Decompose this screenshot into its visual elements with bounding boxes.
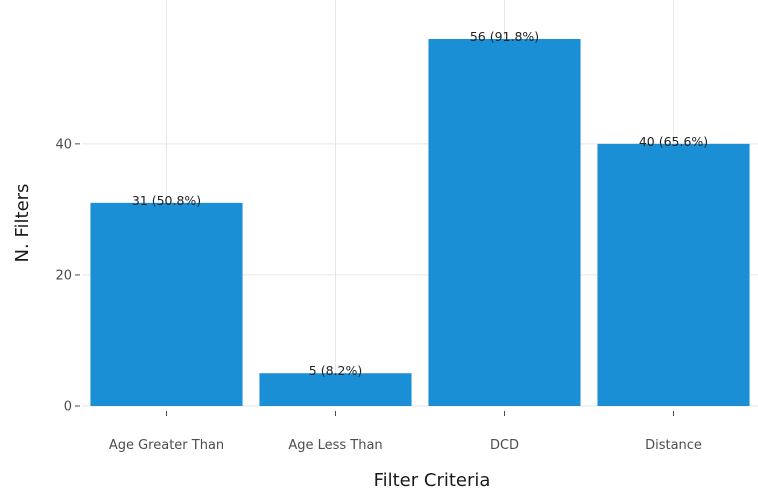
bar: [90, 202, 243, 406]
bar-value-label: 56 (91.8%): [470, 29, 539, 44]
y-axis-title: N. Filters: [12, 184, 33, 263]
x-tick-label: Distance: [645, 438, 702, 453]
x-tick-label: Age Greater Than: [109, 438, 224, 453]
bar: [428, 39, 581, 406]
bar-value-label: 40 (65.6%): [639, 134, 708, 149]
bar-value-label: 31 (50.8%): [132, 193, 201, 208]
y-tick-label: 40: [55, 137, 72, 152]
x-axis: Age Greater Than Age Less Than DCD Distance: [109, 411, 702, 453]
y-tick-label: 0: [64, 400, 72, 415]
x-tick-label: DCD: [490, 438, 519, 453]
bars: [90, 39, 750, 406]
y-tick-label: 20: [55, 268, 72, 283]
data-labels: 31 (50.8%) 5 (8.2%) 56 (91.8%) 40 (65.6%): [132, 29, 708, 378]
bar-value-label: 5 (8.2%): [309, 363, 362, 378]
y-axis: 0 20 40: [55, 137, 80, 415]
bar: [259, 373, 412, 406]
bar: [597, 143, 750, 406]
x-axis-title: Filter Criteria: [374, 470, 491, 491]
x-tick-label: Age Less Than: [288, 438, 382, 453]
